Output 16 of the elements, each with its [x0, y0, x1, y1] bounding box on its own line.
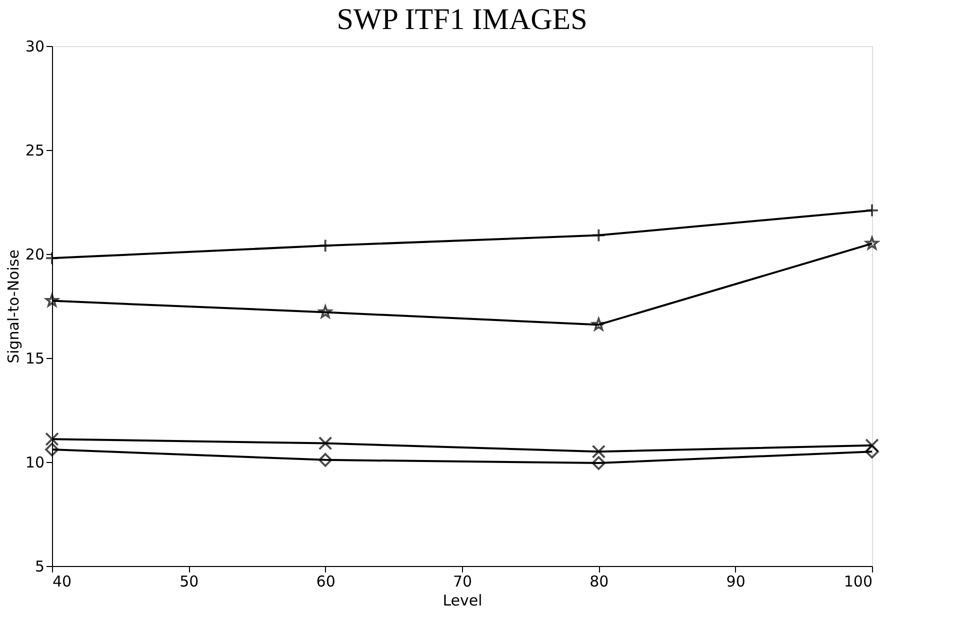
- y-tick-label: 10: [25, 454, 44, 472]
- x-tick-label: 70: [452, 572, 472, 590]
- y-axis-title: Signal-to-Noise: [4, 250, 22, 364]
- x-tick-label: 90: [726, 572, 746, 590]
- x-tick-label: 100: [844, 572, 872, 590]
- x-tick-label: 40: [52, 572, 72, 590]
- y-tick-label: 5: [34, 558, 44, 576]
- y-tick-label: 20: [25, 246, 44, 264]
- y-tick-label: 25: [25, 142, 44, 160]
- x-tick-label: 60: [316, 572, 336, 590]
- chart-title: SWP ITF1 IMAGES: [336, 3, 588, 36]
- x-tick-label: 50: [180, 572, 199, 590]
- x-tick-label: 80: [590, 572, 609, 590]
- y-tick-label: 30: [25, 38, 44, 56]
- x-axis-title: Level: [442, 592, 482, 610]
- y-tick-label: 15: [25, 350, 44, 368]
